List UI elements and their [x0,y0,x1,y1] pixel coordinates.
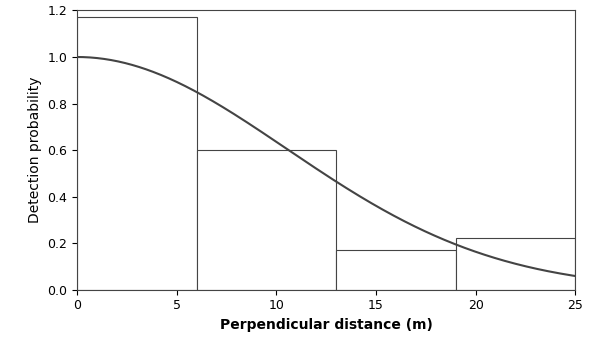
Bar [455,238,575,290]
X-axis label: Perpendicular distance (m): Perpendicular distance (m) [220,318,432,332]
Y-axis label: Detection probability: Detection probability [28,77,42,223]
Bar [77,17,197,290]
Bar [336,250,455,290]
Bar [197,150,336,290]
